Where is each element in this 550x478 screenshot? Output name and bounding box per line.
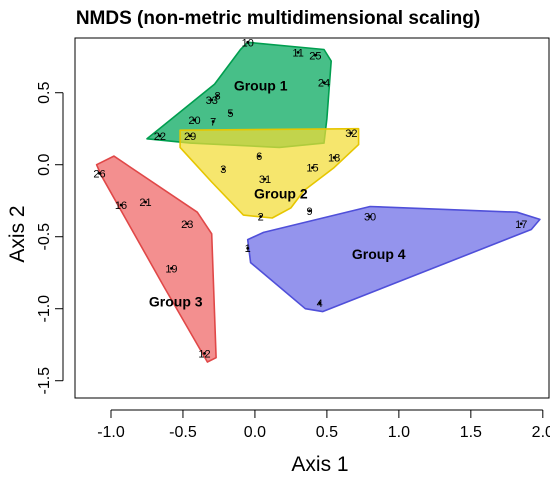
y-axis-label: Axis 2 (6, 205, 29, 262)
point-marker (318, 301, 322, 305)
point-marker (308, 209, 312, 213)
group-hull-3 (95, 155, 217, 363)
point-label: 7 (210, 117, 216, 129)
point-label: 19 (165, 263, 177, 275)
point-marker (170, 267, 173, 270)
point-label: 16 (115, 200, 127, 212)
point-label: 31 (259, 174, 271, 186)
point-marker (211, 120, 215, 123)
point-label: 30 (364, 212, 376, 224)
group-hull-4 (246, 205, 541, 313)
point-label: 26 (93, 168, 105, 180)
point-label: 20 (188, 115, 200, 127)
x-tick-label: -1.0 (97, 424, 125, 441)
point-label: 8 (214, 91, 220, 103)
point-label: 1 (245, 243, 251, 255)
point-marker (203, 351, 206, 355)
x-tick-label: 1.5 (460, 424, 482, 441)
plot-frame (74, 37, 550, 399)
x-tick-label: 2.0 (532, 424, 550, 441)
group-label-3: Group 3 (149, 294, 203, 310)
point-label: 17 (515, 219, 527, 231)
group-label-4: Group 4 (352, 246, 406, 262)
point-label: 10 (242, 37, 254, 49)
group-label-1: Group 1 (234, 78, 288, 94)
point-marker (519, 222, 523, 226)
point-marker (98, 171, 101, 175)
point-marker (193, 118, 196, 122)
point-marker (188, 134, 192, 138)
point-marker (216, 94, 219, 97)
x-axis-label: Axis 1 (291, 453, 348, 476)
y-tick-label: -1.5 (36, 367, 53, 395)
point-marker (332, 156, 336, 159)
group-label-2: Group 2 (254, 186, 308, 202)
x-tick-label: 1.0 (388, 424, 410, 441)
y-tick-label: 0.5 (36, 82, 53, 104)
point-marker (313, 53, 317, 57)
y-tick-label: 0.0 (36, 154, 53, 176)
point-marker (311, 166, 314, 170)
point-label: 15 (306, 163, 318, 175)
point-label: 9 (307, 206, 313, 218)
point-label: 11 (292, 47, 303, 59)
point-label: 29 (184, 131, 196, 143)
point-label: 21 (139, 197, 151, 209)
point-marker (296, 51, 300, 54)
point-marker (119, 203, 123, 207)
point-marker (259, 215, 263, 218)
point-marker (368, 215, 372, 218)
point-marker (263, 177, 267, 181)
point-label: 18 (328, 153, 340, 165)
point-marker (229, 111, 232, 115)
group-hull-2 (179, 127, 360, 219)
x-tick-label: 0.0 (244, 424, 266, 441)
point-marker (221, 167, 225, 171)
point-marker (185, 222, 189, 226)
point-label: 22 (154, 131, 166, 143)
point-marker (144, 200, 147, 204)
point-label: 5 (227, 108, 233, 120)
point-label: 2 (258, 212, 264, 224)
point-marker (322, 81, 326, 85)
point-label: 32 (345, 128, 357, 140)
point-label: 25 (309, 50, 321, 62)
point-label: 3 (220, 164, 226, 176)
point-marker (158, 134, 162, 138)
point-marker (349, 131, 353, 135)
x-tick-label: 0.5 (316, 424, 338, 441)
point-label: 12 (198, 348, 210, 360)
point-label: 4 (317, 298, 323, 310)
point-marker (246, 246, 250, 250)
point-marker (246, 40, 250, 44)
y-tick-label: -0.5 (36, 223, 53, 251)
point-label: 33 (206, 95, 218, 107)
point-marker (257, 154, 261, 158)
y-tick-label: -1.0 (36, 295, 53, 323)
chart-title: NMDS (non-metric multidimensional scalin… (76, 8, 480, 29)
point-marker (210, 98, 214, 102)
x-tick-label: -0.5 (169, 424, 197, 441)
point-label: 23 (181, 219, 193, 231)
point-label: 6 (256, 151, 262, 163)
point-label: 24 (318, 78, 330, 90)
